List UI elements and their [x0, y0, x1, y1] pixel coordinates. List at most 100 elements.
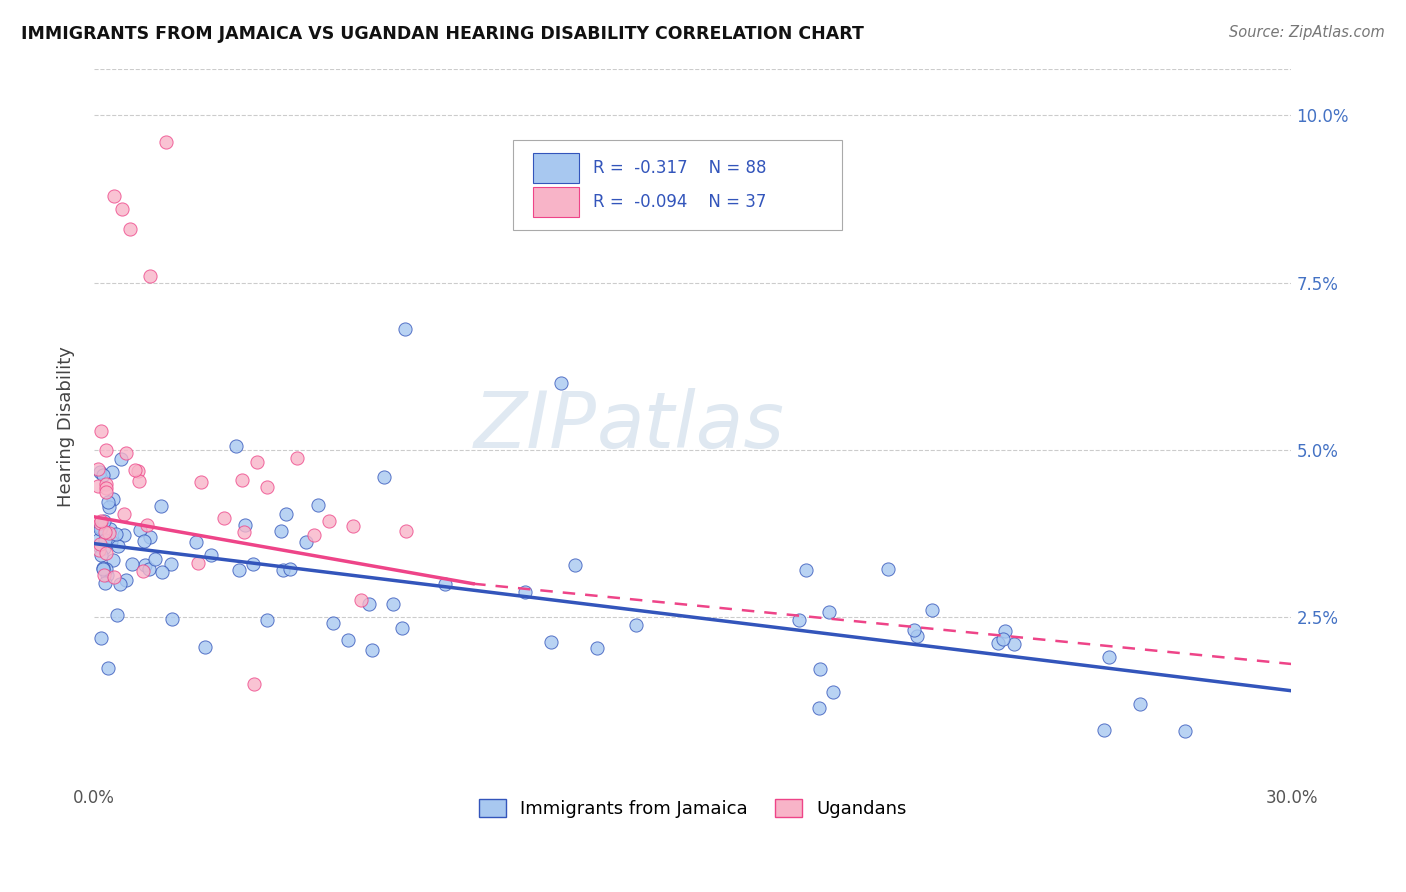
- Point: [93, 541, 115, 556]
- Point: [271, 563, 294, 577]
- Text: IMMIGRANTS FROM JAMAICA VS UGANDAN HEARING DISABILITY CORRELATION CHART: IMMIGRANTS FROM JAMAICA VS UGANDAN HEARI…: [21, 25, 863, 43]
- Point: [112, 528, 135, 542]
- Point: [159, 557, 181, 571]
- Text: atlas: atlas: [598, 389, 785, 465]
- Point: [89, 466, 111, 480]
- Point: [98, 522, 121, 536]
- Point: [794, 563, 817, 577]
- Point: [101, 491, 124, 506]
- Point: [149, 500, 172, 514]
- Point: [184, 535, 207, 549]
- Point: [382, 597, 405, 611]
- Point: [94, 533, 117, 548]
- Point: [118, 222, 141, 236]
- Point: [242, 558, 264, 572]
- Point: [1129, 697, 1152, 711]
- Point: [139, 268, 162, 283]
- Point: [905, 629, 928, 643]
- Point: [139, 530, 162, 544]
- Point: [808, 701, 831, 715]
- Point: [823, 685, 845, 699]
- Point: [190, 475, 212, 489]
- Point: [112, 508, 135, 522]
- Point: [903, 624, 925, 638]
- Point: [94, 477, 117, 491]
- Point: [921, 603, 943, 617]
- FancyBboxPatch shape: [533, 153, 579, 183]
- Point: [1092, 723, 1115, 737]
- Point: [96, 485, 118, 500]
- Point: [787, 613, 810, 627]
- Point: [564, 558, 586, 572]
- Point: [96, 562, 118, 576]
- Point: [107, 539, 129, 553]
- Point: [585, 641, 607, 656]
- Point: [391, 621, 413, 635]
- Point: [322, 615, 344, 630]
- Point: [256, 613, 278, 627]
- Point: [1097, 650, 1119, 665]
- Point: [373, 469, 395, 483]
- Point: [361, 643, 384, 657]
- Point: [318, 514, 340, 528]
- Point: [256, 480, 278, 494]
- Point: [160, 612, 183, 626]
- Point: [231, 473, 253, 487]
- Point: [337, 633, 360, 648]
- Point: [100, 466, 122, 480]
- Point: [90, 514, 112, 528]
- Point: [877, 561, 900, 575]
- Point: [115, 446, 138, 460]
- Text: ZIP: ZIP: [474, 389, 598, 465]
- FancyBboxPatch shape: [533, 187, 579, 218]
- Point: [96, 568, 118, 582]
- Point: [134, 558, 156, 573]
- Point: [394, 322, 416, 336]
- Point: [246, 455, 269, 469]
- Point: [394, 524, 416, 539]
- Point: [103, 570, 125, 584]
- Point: [94, 442, 117, 457]
- Point: [626, 618, 648, 632]
- Point: [89, 516, 111, 531]
- Point: [93, 568, 115, 582]
- Point: [89, 522, 111, 536]
- Point: [302, 528, 325, 542]
- Text: R =  -0.317    N = 88: R = -0.317 N = 88: [593, 159, 766, 177]
- Point: [143, 551, 166, 566]
- Point: [991, 632, 1014, 646]
- Point: [121, 558, 143, 572]
- Point: [90, 631, 112, 645]
- Point: [1002, 638, 1025, 652]
- FancyBboxPatch shape: [513, 140, 842, 229]
- Point: [100, 534, 122, 549]
- Point: [270, 524, 292, 539]
- Point: [97, 526, 120, 541]
- Point: [127, 464, 149, 478]
- Point: [359, 597, 381, 611]
- Point: [87, 533, 110, 547]
- Point: [987, 636, 1010, 650]
- Text: R =  -0.094    N = 37: R = -0.094 N = 37: [593, 194, 766, 211]
- Text: Source: ZipAtlas.com: Source: ZipAtlas.com: [1229, 25, 1385, 40]
- Point: [138, 562, 160, 576]
- Point: [131, 564, 153, 578]
- Point: [91, 561, 114, 575]
- Point: [225, 439, 247, 453]
- Point: [233, 525, 256, 540]
- Point: [818, 605, 841, 619]
- Point: [124, 463, 146, 477]
- Point: [87, 462, 110, 476]
- Point: [111, 202, 134, 216]
- Point: [132, 534, 155, 549]
- Point: [91, 562, 114, 576]
- Point: [342, 518, 364, 533]
- Point: [103, 553, 125, 567]
- Point: [87, 479, 110, 493]
- Point: [307, 499, 329, 513]
- Point: [91, 468, 114, 483]
- Point: [136, 518, 159, 533]
- Point: [97, 495, 120, 509]
- Point: [200, 548, 222, 562]
- Point: [242, 677, 264, 691]
